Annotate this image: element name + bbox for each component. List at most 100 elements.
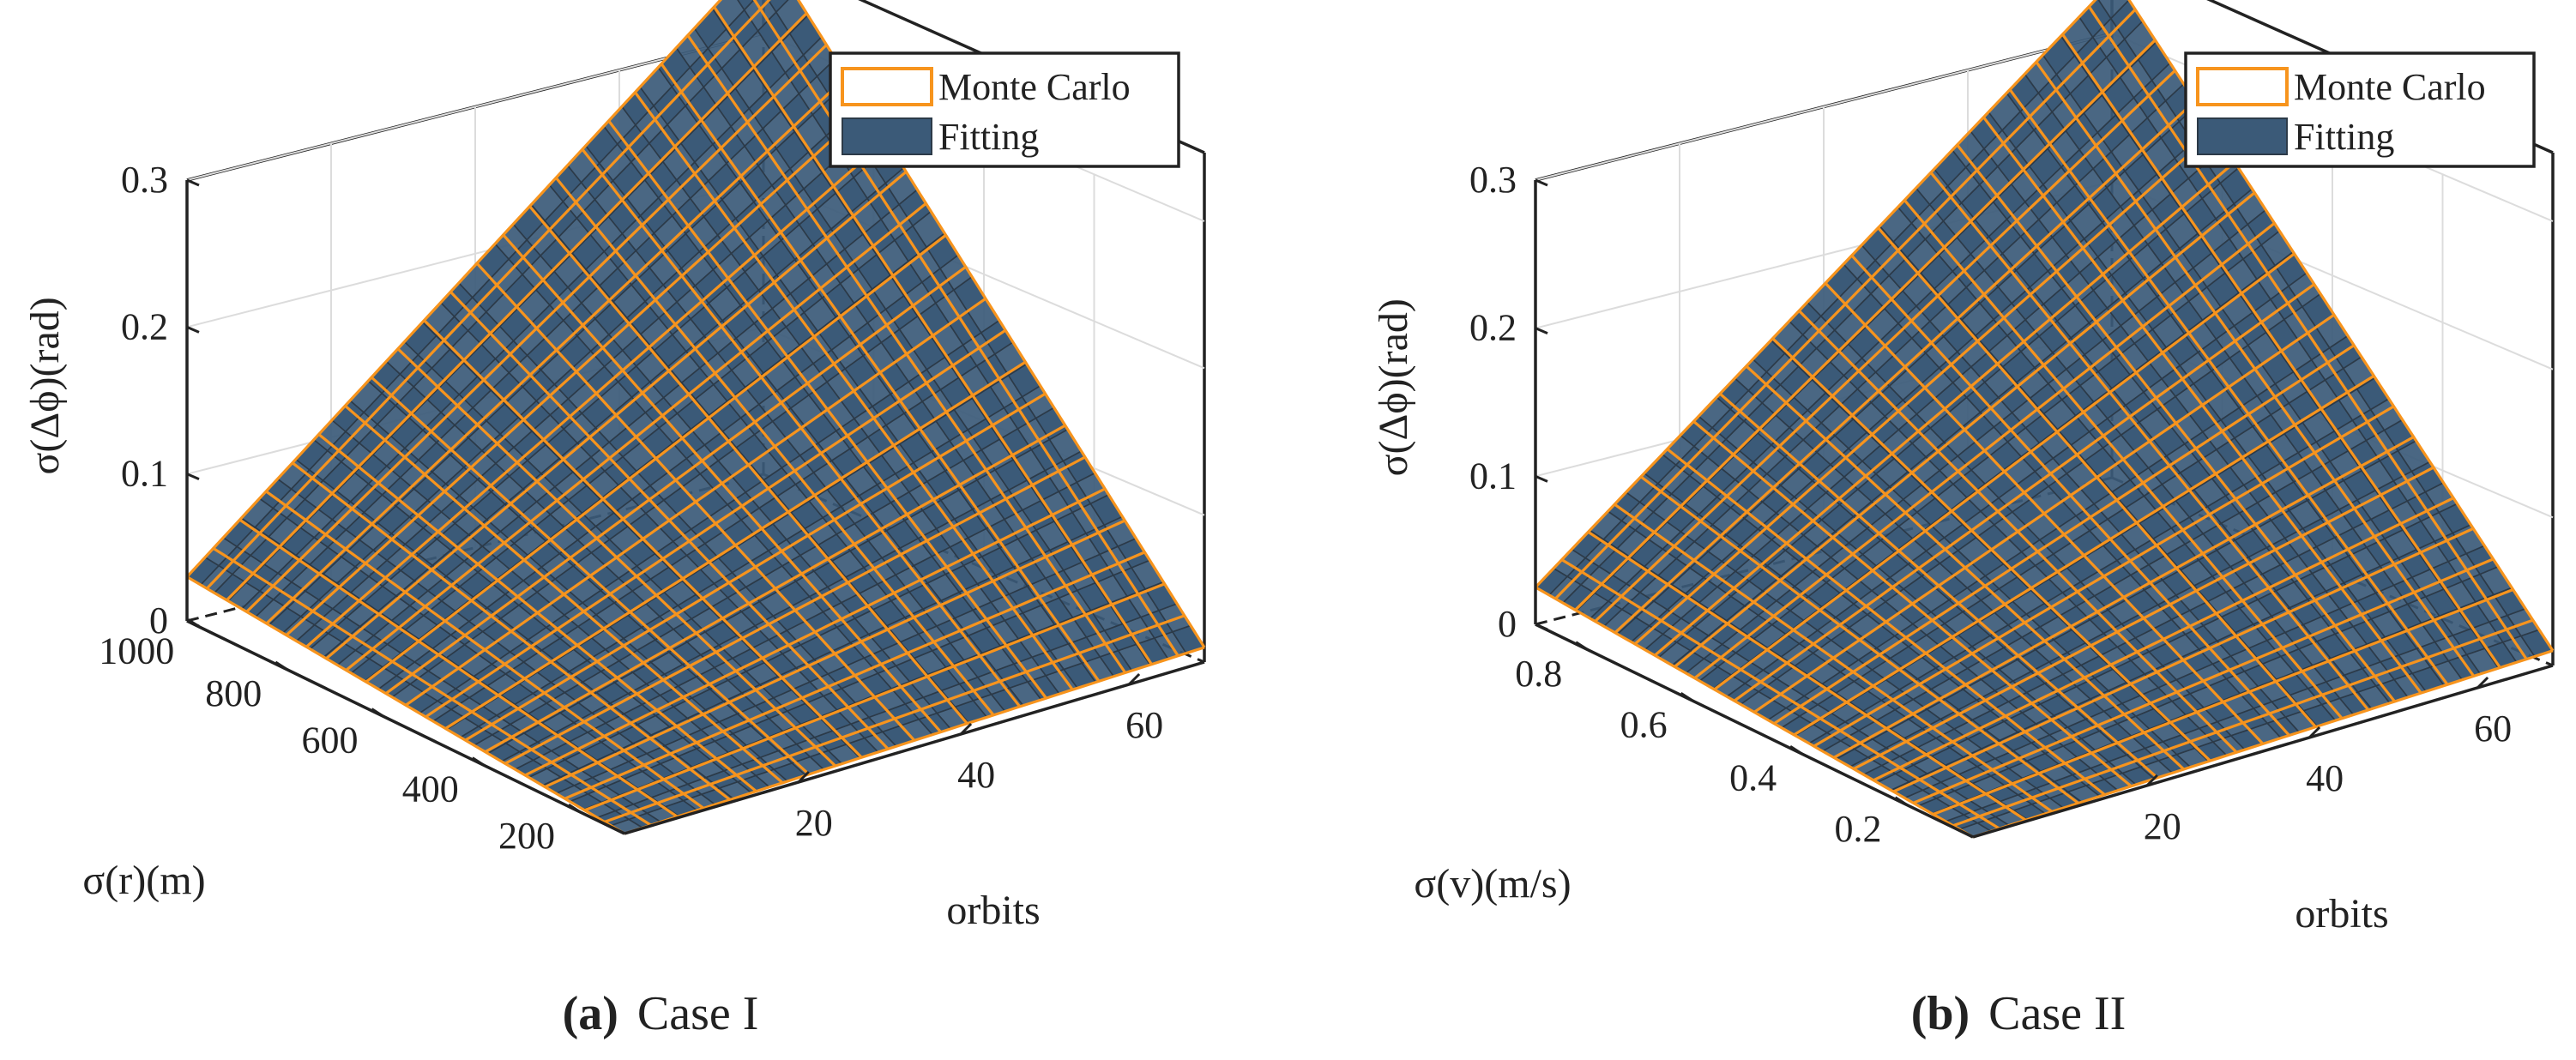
z-tick-label: 0.1 (1469, 455, 1517, 497)
monte-carlo-mesh-line (1873, 497, 2454, 782)
y-tick-label: 200 (498, 815, 555, 857)
monte-carlo-mesh-line (305, 139, 888, 648)
x-axis-label: orbits (946, 888, 1040, 933)
monte-carlo-mesh-line (325, 171, 908, 660)
monte-carlo-mesh-line (1952, 618, 2534, 828)
z-tick-label: 0.3 (121, 159, 168, 201)
z-axis-label: σ(Δϕ)(rad) (1371, 298, 1416, 476)
monte-carlo-mesh-line (1933, 588, 2514, 816)
y-tick-label: 0.6 (1620, 703, 1668, 745)
legend-label: Fitting (2294, 116, 2394, 158)
y-tick (568, 803, 582, 814)
legend-swatch-monte-carlo (841, 67, 933, 106)
y-tick-label: 1000 (99, 629, 174, 672)
x-axis-line (624, 660, 1205, 835)
legend: Monte Carlo Fitting (2184, 51, 2536, 168)
y-tick-label: 0.8 (1515, 653, 1562, 695)
z-tick (1535, 327, 1548, 335)
z-tick (1535, 178, 1548, 187)
y-tick (1894, 796, 1909, 807)
monte-carlo-mesh-line (285, 107, 867, 636)
x-tick-label: 20 (795, 802, 833, 844)
monte-carlo-mesh-line (405, 297, 986, 707)
fitting-surface-patch (775, 0, 809, 35)
panel-b: 0 0.1 0.2 0.3 0.8 0.6 0.4 0.2 20 40 60 σ(Δϕ)(rad) σ(… (1371, 0, 2555, 1040)
monte-carlo-mesh-line (1713, 252, 2295, 691)
caption-text: Case I (637, 987, 759, 1040)
monte-carlo-mesh-line (1594, 69, 2176, 623)
panel-label: (b) (1911, 987, 1970, 1040)
monte-carlo-mesh-line (1733, 283, 2315, 702)
monte-carlo-mesh-line (624, 646, 1205, 835)
z-tick (1535, 623, 1548, 631)
monte-carlo-mesh-line (345, 202, 927, 672)
monte-carlo-mesh (1534, 0, 2555, 839)
monte-carlo-mesh-line (1633, 130, 2216, 646)
panel-a: 0 0.1 0.2 0.3 1000 800 600 400 200 20 40 60 σ(Δϕ)(ra… (22, 0, 1206, 1040)
y-axis-label: σ(r)(m) (82, 858, 205, 903)
monte-carlo-mesh (185, 0, 1206, 835)
z-axis-label: σ(Δϕ)(rad) (22, 297, 68, 474)
x-tick (960, 722, 973, 736)
monte-carlo-mesh-line (484, 424, 1066, 754)
monte-carlo-mesh-line (384, 265, 967, 695)
panel-caption: (b) Case II (1911, 987, 2127, 1040)
y-axis-line (186, 619, 625, 835)
monte-carlo-mesh-line (524, 487, 1106, 777)
monte-carlo-mesh-line (504, 455, 1086, 765)
monte-carlo-mesh-line (1832, 436, 2415, 759)
legend-swatch-fitting (2197, 117, 2288, 155)
x-tick (2308, 726, 2321, 739)
monte-carlo-mesh-line (1574, 39, 2157, 611)
monte-carlo-mesh-line (1753, 313, 2335, 714)
legend: Monte Carlo Fitting (829, 51, 1180, 168)
monte-carlo-mesh-line (1892, 527, 2474, 793)
monte-carlo-mesh-line (1693, 222, 2276, 679)
fitting-surface-patch (711, 0, 745, 31)
x-tick-label: 20 (2144, 805, 2181, 847)
legend-label: Monte Carlo (938, 66, 1131, 108)
monte-carlo-mesh-line (584, 582, 1166, 812)
monte-carlo-mesh-line (226, 12, 808, 601)
monte-carlo-mesh-line (604, 614, 1185, 823)
y-tick (371, 708, 385, 718)
z-tick-label: 0 (149, 599, 168, 641)
x-tick-label: 60 (1125, 704, 1163, 746)
x-tick (797, 770, 810, 784)
monte-carlo-mesh-line (245, 44, 828, 613)
monte-carlo-mesh-line (1654, 160, 2236, 657)
y-tick (187, 618, 202, 629)
z-tick-label: 0.2 (1469, 307, 1517, 349)
fitting-surface-patch (737, 0, 755, 11)
fitting-surface-patch (767, 0, 789, 14)
x-tick-label: 40 (2306, 757, 2344, 799)
z-tick-label: 0 (1498, 603, 1517, 645)
monte-carlo-mesh-line (564, 551, 1146, 800)
y-tick-label: 0.2 (1835, 808, 1882, 850)
x-axis-label: orbits (2295, 891, 2388, 937)
caption-text: Case II (1988, 987, 2126, 1040)
y-tick-label: 400 (402, 768, 459, 810)
monte-carlo-mesh-line (544, 519, 1125, 789)
x-axis-line (1972, 664, 2554, 839)
monte-carlo-mesh-line (365, 233, 947, 684)
monte-carlo-mesh-line (265, 75, 848, 625)
z-tick (1535, 474, 1548, 483)
y-axis-label: σ(v)(m/s) (1414, 861, 1571, 906)
x-tick (2476, 676, 2489, 690)
legend-swatch-fitting (842, 117, 932, 155)
z-tick-label: 0.2 (121, 305, 168, 347)
x-tick-label: 60 (2474, 708, 2512, 750)
y-tick (1680, 692, 1694, 702)
monte-carlo-mesh-line (1793, 374, 2375, 737)
y-tick (1575, 641, 1590, 652)
z-tick-label: 0.1 (121, 453, 168, 495)
monte-carlo-mesh-line (206, 0, 771, 590)
legend-label: Monte Carlo (2294, 66, 2486, 108)
x-tick (2145, 774, 2158, 787)
monte-carlo-mesh-line (185, 0, 723, 578)
panel-label: (a) (563, 987, 618, 1040)
y-tick-label: 0.4 (1729, 756, 1777, 798)
monte-carlo-mesh-line (1813, 405, 2395, 748)
